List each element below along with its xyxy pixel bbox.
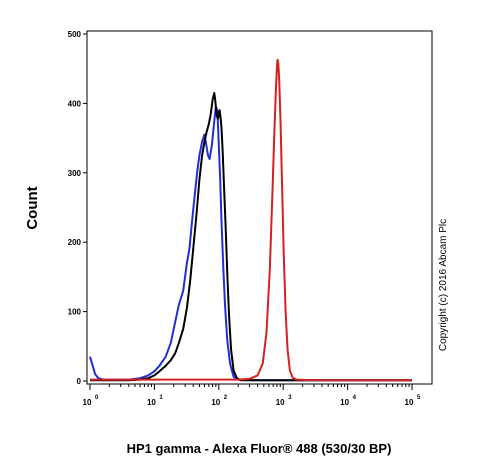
- y-tick-label: 500: [68, 30, 82, 39]
- x-tick-exponent: 0: [95, 395, 99, 401]
- y-tick-label: 100: [68, 308, 82, 317]
- x-axis: 10 0 10 1 10 2 10 3 10 4 10 5: [83, 384, 421, 407]
- x-tick-label: 10: [405, 398, 414, 407]
- y-axis: 0 100 200 300 400 500: [68, 30, 87, 386]
- y-tick-label: 300: [68, 169, 82, 178]
- x-tick-label: 10: [83, 398, 92, 407]
- series-line-3: [90, 58, 412, 382]
- series-line-2: [90, 92, 412, 382]
- x-tick-exponent: 1: [159, 395, 163, 401]
- x-tick-label: 10: [340, 398, 349, 407]
- series-line-1: [89, 105, 412, 382]
- x-tick-label: 10: [211, 398, 220, 407]
- y-tick-label: 0: [77, 377, 82, 386]
- x-tick-exponent: 4: [353, 395, 357, 401]
- series-layer: [89, 58, 412, 382]
- copyright-annotation: Copyright (c) 2016 Abcam Plc: [438, 219, 449, 351]
- plot-frame: [86, 30, 433, 385]
- y-tick-label: 200: [68, 238, 82, 247]
- x-tick-label: 10: [276, 398, 285, 407]
- x-tick-exponent: 3: [288, 395, 292, 401]
- x-axis-label: HP1 gamma - Alexa Fluor® 488 (530/30 BP): [127, 441, 392, 456]
- y-tick-label: 400: [68, 99, 82, 108]
- x-tick-label: 10: [147, 398, 156, 407]
- x-tick-exponent: 2: [224, 395, 228, 401]
- y-axis-label: Count: [24, 186, 41, 229]
- x-tick-exponent: 5: [417, 395, 421, 401]
